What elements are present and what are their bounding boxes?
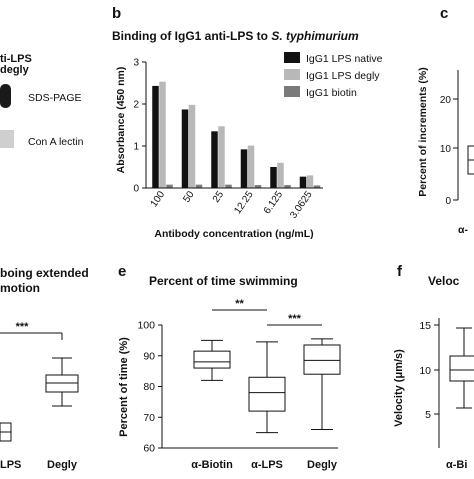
panel-a: ti-LPS degly SDS-PAGE Con A lectin [0,53,84,148]
panel-d-xtick-2: Degly [47,459,78,471]
panel-b-bar [188,104,196,188]
panel-c-ticklabel-10: 10 [440,144,452,155]
panel-f-ticklabel-10: 10 [419,365,431,377]
panel-e-box [303,344,341,375]
panel-b-x-axis: 100 50 25 12.25 6.125 3.0625 [149,189,315,221]
panel-b-bar [195,184,203,188]
panel-e-x-tick-label: α-LPS [251,459,283,471]
panel-d: boing extended motion *** LPS Degly [0,266,89,471]
panel-f-title: Veloc [428,274,460,288]
panel-c: c Percent of increments (%) 20 10 0 α- [417,5,474,236]
panel-b-x-tick-label: 50 [181,189,197,205]
panel-f-box [449,355,474,382]
panel-e-boxes [193,338,341,434]
panel-b-bar [247,145,255,188]
panel-e-sig-label: ** [235,298,244,310]
panel-f-letter: f [397,263,403,280]
panel-e-significance: ***** [212,298,322,326]
panel-c-ylabel: Percent of increments (%) [417,67,429,197]
panel-b-bars [146,81,323,189]
panel-b-bar [181,109,189,188]
panel-f-xtick: α-Bi [446,459,467,471]
panel-b-bar [284,185,291,188]
panel-b-title-plain: Binding of IgG1 anti-LPS to [112,29,271,43]
panel-b-y-axis: 0 1 2 3 [133,58,147,195]
panel-f-ticklabel-15: 15 [419,320,431,332]
panel-e-box-plot: e Percent of time swimming Percent of ti… [118,263,341,471]
panel-b-x-tick-label: 100 [149,189,168,209]
panel-e-title: Percent of time swimming [149,274,298,288]
panel-b-bar [277,162,284,188]
panel-e-x-tick-label: α-Biotin [191,459,233,471]
panel-d-title-2: motion [0,281,40,295]
panel-c-letter: c [440,5,448,22]
panel-e-y-tick-label: 70 [143,412,155,424]
panel-b-legend-label: IgG1 LPS native [306,53,383,65]
panel-c-ticklabel-20: 20 [440,95,452,106]
panel-b-x-tick-label: 6.125 [262,189,286,216]
panel-b-title-italic: S. typhimurium [271,29,359,43]
panel-e-box [248,376,286,412]
panel-e-x-axis: α-Biotin α-LPS Degly [162,447,338,471]
panel-a-header-2: degly [0,64,30,76]
sds-page-label: SDS-PAGE [28,92,81,104]
panel-c-xtick: α- [458,224,468,236]
panel-b-legend-label: IgG1 biotin [306,87,357,99]
panel-b-y-tick-label: 3 [133,58,139,69]
panel-d-xtick-1: LPS [0,459,21,471]
panel-b-y-tick-label: 1 [133,142,139,153]
panel-d-sig-label: *** [16,321,30,333]
panel-c-ticklabel-0: 0 [445,196,451,207]
panel-b-bar [313,185,321,188]
panel-b-xlabel: Antibody concentration (ng/mL) [154,228,313,240]
panel-b-bar [270,167,277,188]
panel-b-title: Binding of IgG1 anti-LPS to S. typhimuri… [112,29,359,43]
panel-b-bar [211,131,218,188]
sds-page-band [0,84,11,108]
panel-b-bar [225,184,232,188]
panel-e-x-tick-label: Degly [307,459,338,471]
panel-b-letter: b [112,5,121,22]
con-a-lectin-label: Con A lectin [28,136,84,148]
panel-d-title-1: boing extended [0,266,89,280]
panel-b-bar [218,126,225,188]
panel-b-bar-chart: b Binding of IgG1 anti-LPS to S. typhimu… [112,5,383,240]
panel-e-ylabel: Percent of time (%) [118,337,130,437]
panel-e-y-axis: 60 70 80 90 100 [137,320,163,455]
panel-b-bar [152,85,159,188]
panel-b-x-tick-label: 25 [211,189,227,205]
panel-a-header-1: ti-LPS [0,53,32,65]
panel-e-sig-label: *** [288,313,302,325]
panel-b-bar [240,149,248,188]
panel-e-y-tick-label: 90 [143,350,155,362]
panel-b-legend-swatch [284,86,300,97]
panel-b-legend: IgG1 LPS native IgG1 LPS degly IgG1 biotin [284,52,383,99]
panel-b-bar [306,175,314,188]
panel-b-x-tick-label: 12.25 [232,189,256,216]
panel-e-y-tick-label: 100 [137,320,155,332]
panel-b-bar [159,81,166,188]
panel-b-x-tick-label: 3.0625 [288,189,315,221]
panel-b-bar [254,185,262,188]
panel-e-letter: e [118,263,126,280]
panel-f: f Veloc Velocity (μm/s) 15 10 5 α-Bi [393,263,474,471]
panel-e-y-tick-label: 60 [143,443,155,455]
panel-b-y-tick-label: 0 [133,184,139,195]
panel-f-ylabel: Velocity (μm/s) [393,349,405,427]
panel-b-ylabel: Absorbance (450 nm) [115,67,127,174]
panel-b-legend-label: IgG1 LPS degly [306,70,380,82]
panel-b-bar [299,176,307,188]
panel-e-y-tick-label: 80 [143,381,155,393]
panel-b-legend-swatch [284,52,300,63]
panel-b-legend-swatch [284,69,300,80]
con-a-lectin-band [0,130,14,148]
panel-b-y-tick-label: 2 [133,100,139,111]
panel-b-bar [166,184,173,188]
panel-e-box [193,350,231,369]
panel-f-ticklabel-5: 5 [425,409,431,421]
